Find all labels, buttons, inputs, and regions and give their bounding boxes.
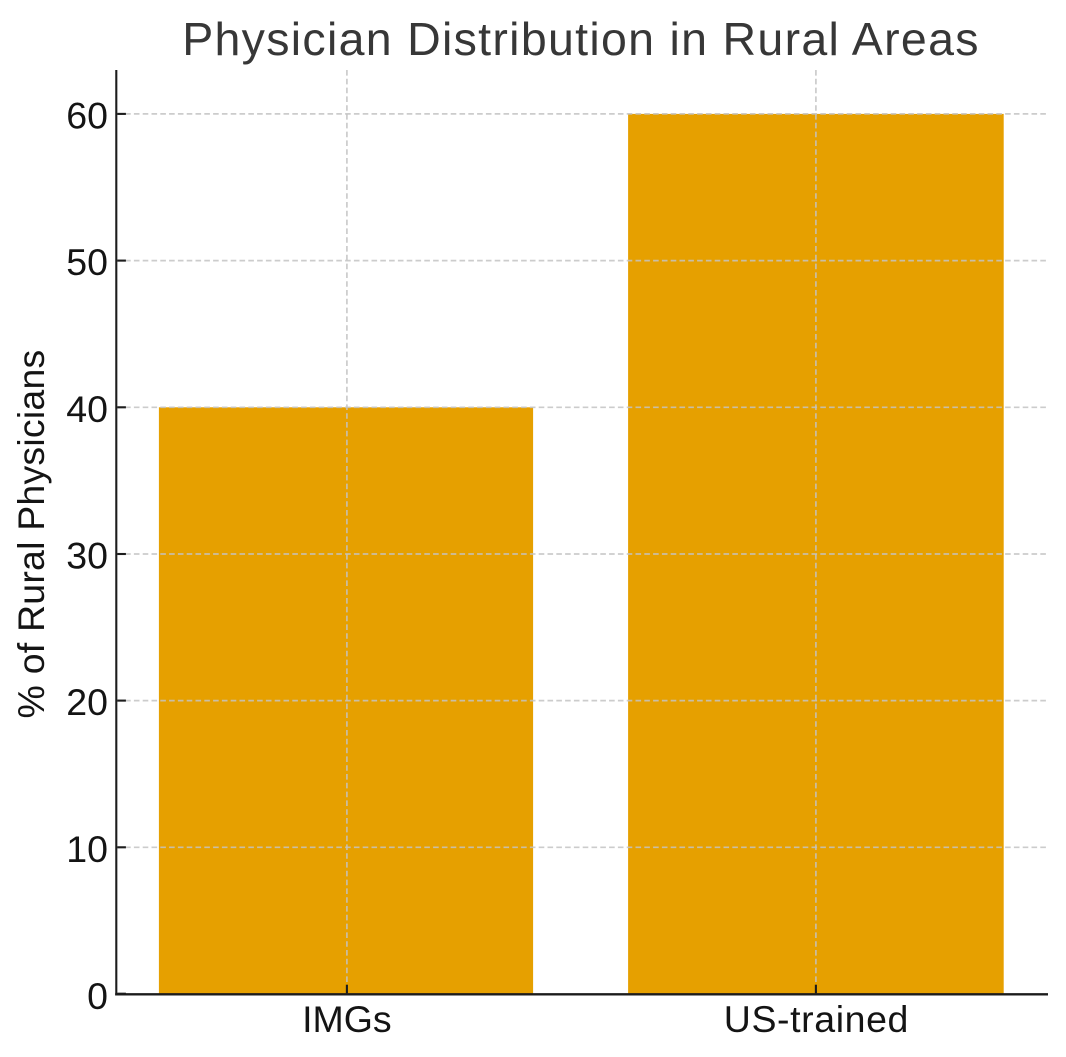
svg-text:% of Rural Physicians: % of Rural Physicians — [10, 350, 52, 719]
svg-text:20: 20 — [66, 681, 108, 723]
svg-text:IMGs: IMGs — [302, 998, 392, 1040]
svg-text:30: 30 — [66, 535, 108, 577]
svg-text:10: 10 — [66, 828, 108, 870]
svg-text:50: 50 — [66, 241, 108, 283]
svg-text:40: 40 — [66, 388, 108, 430]
svg-text:Physician Distribution in Rura: Physician Distribution in Rural Areas — [182, 13, 980, 65]
svg-text:US-trained: US-trained — [724, 998, 909, 1040]
svg-text:60: 60 — [66, 94, 108, 136]
svg-text:0: 0 — [87, 975, 108, 1017]
